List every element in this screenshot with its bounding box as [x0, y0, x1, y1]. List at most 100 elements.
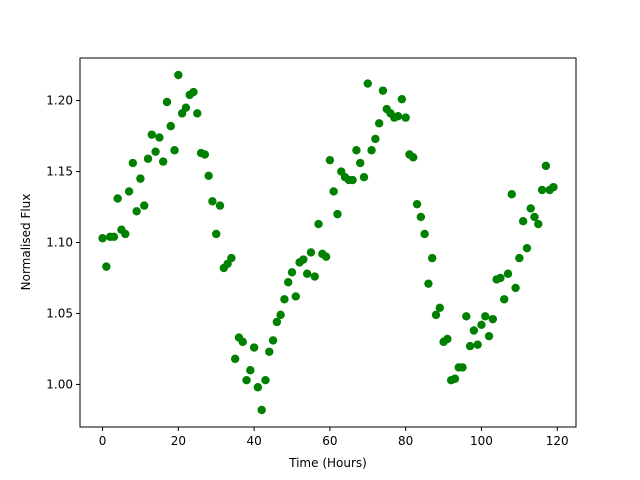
- point: [280, 295, 289, 304]
- point: [230, 354, 240, 364]
- point: [325, 155, 335, 165]
- point: [170, 146, 179, 155]
- point: [393, 111, 403, 121]
- point: [518, 217, 528, 226]
- point: [253, 383, 263, 392]
- point: [511, 283, 520, 293]
- point: [352, 146, 361, 155]
- point: [113, 194, 122, 203]
- y-tick-label: 1.15: [46, 165, 73, 179]
- point: [367, 146, 376, 155]
- point: [401, 113, 410, 122]
- point: [397, 94, 407, 104]
- point: [246, 366, 255, 375]
- point: [121, 229, 130, 239]
- point: [378, 86, 388, 95]
- point: [469, 326, 479, 335]
- point: [227, 253, 236, 263]
- point: [193, 109, 202, 118]
- point: [249, 343, 259, 352]
- point: [136, 174, 145, 183]
- point: [181, 103, 191, 112]
- point: [102, 262, 111, 271]
- x-tick-label: 40: [246, 434, 261, 448]
- point: [158, 157, 168, 166]
- point: [530, 212, 539, 222]
- point: [488, 314, 498, 324]
- point: [348, 175, 357, 185]
- point: [465, 341, 475, 351]
- point: [541, 161, 551, 171]
- point: [450, 374, 460, 383]
- point: [416, 212, 426, 222]
- y-tick-label: 1.05: [46, 306, 73, 320]
- point: [409, 153, 418, 162]
- point: [549, 182, 558, 192]
- point: [140, 201, 149, 210]
- point: [272, 317, 282, 327]
- point: [499, 295, 509, 304]
- point: [333, 209, 342, 219]
- point: [208, 197, 217, 206]
- point: [522, 243, 532, 253]
- point: [257, 405, 266, 415]
- point: [306, 248, 316, 257]
- point: [166, 121, 175, 131]
- point: [310, 272, 319, 281]
- point: [143, 154, 153, 163]
- point: [374, 119, 384, 128]
- y-tick-label: 1.00: [46, 377, 73, 391]
- point: [503, 269, 513, 278]
- point: [356, 158, 365, 168]
- point: [534, 219, 543, 229]
- point: [265, 347, 274, 356]
- point: [537, 185, 547, 195]
- point: [212, 229, 221, 239]
- point: [238, 337, 247, 347]
- y-tick-label: 1.20: [46, 94, 73, 108]
- x-tick-label: 80: [398, 434, 413, 448]
- point: [128, 158, 138, 168]
- point: [424, 279, 433, 288]
- y-axis-label: Normalised Flux: [19, 194, 33, 291]
- point: [473, 340, 482, 349]
- point: [515, 253, 524, 263]
- x-tick-label: 60: [322, 434, 337, 448]
- point: [507, 190, 516, 199]
- point: [174, 70, 183, 80]
- point: [363, 79, 372, 88]
- x-axis-label: Time (Hours): [288, 456, 367, 470]
- point: [496, 273, 505, 283]
- point: [412, 199, 422, 209]
- point: [268, 336, 278, 345]
- point: [132, 207, 141, 216]
- point: [287, 268, 297, 277]
- point: [151, 147, 160, 156]
- point: [204, 171, 213, 180]
- point: [200, 150, 210, 159]
- point: [299, 255, 308, 264]
- point: [443, 334, 452, 344]
- point: [98, 234, 107, 243]
- point: [147, 130, 157, 139]
- point: [431, 310, 441, 320]
- point: [428, 253, 437, 263]
- point: [458, 363, 467, 372]
- point: [484, 331, 494, 341]
- point: [109, 232, 119, 242]
- point: [242, 375, 251, 385]
- x-tick-label: 100: [470, 434, 493, 448]
- point: [276, 310, 285, 320]
- point: [291, 292, 300, 301]
- y-tick-label: 1.10: [46, 236, 73, 250]
- point: [435, 303, 444, 312]
- point: [189, 87, 198, 97]
- point: [155, 133, 164, 142]
- point: [477, 320, 486, 330]
- point: [329, 187, 338, 196]
- point: [462, 312, 471, 321]
- point: [359, 173, 369, 182]
- point: [302, 269, 312, 278]
- point: [124, 187, 134, 196]
